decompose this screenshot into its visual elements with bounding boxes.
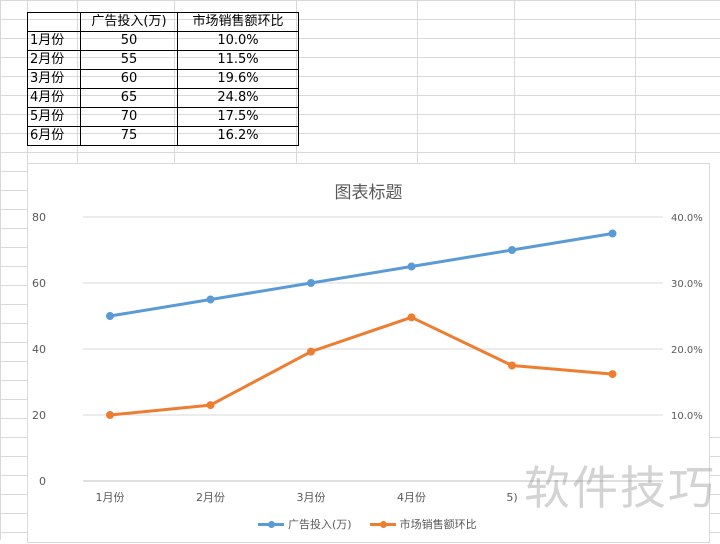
data-point bbox=[508, 246, 516, 254]
ad-spend-cell[interactable]: 60 bbox=[80, 69, 178, 89]
chart-title[interactable]: 图表标题 bbox=[334, 183, 403, 203]
watermark-text: 软件技巧 bbox=[524, 461, 716, 515]
data-point bbox=[106, 312, 114, 320]
chart-legend[interactable]: 广告投入(万) 市场销售额环比 bbox=[258, 516, 477, 532]
sales-ratio-cell[interactable]: 11.5% bbox=[177, 50, 299, 70]
data-point bbox=[407, 313, 416, 322]
header-cell[interactable]: 广告投入(万) bbox=[80, 12, 178, 32]
y-tick-label: 60 bbox=[32, 277, 46, 290]
legend-label: 市场销售额环比 bbox=[399, 518, 477, 531]
header-cell[interactable]: 市场销售额环比 bbox=[177, 12, 299, 32]
x-tick-label: 1月份 bbox=[96, 491, 125, 504]
table-row: 6月份 75 16.2% bbox=[27, 126, 299, 146]
data-point bbox=[307, 279, 315, 287]
ad-spend-cell[interactable]: 55 bbox=[80, 50, 178, 70]
table-row: 5月份 70 17.5% bbox=[27, 107, 299, 127]
ad-spend-cell[interactable]: 75 bbox=[80, 126, 178, 146]
data-point bbox=[508, 361, 516, 370]
sales-ratio-cell[interactable]: 19.6% bbox=[177, 69, 299, 89]
x-tick-label: 3月份 bbox=[297, 491, 326, 504]
y-tick-label: 80 bbox=[32, 211, 46, 224]
data-point bbox=[608, 229, 617, 238]
y-tick-label: 40 bbox=[32, 343, 46, 356]
month-cell[interactable]: 4月份 bbox=[27, 88, 81, 108]
x-tick-label: 4月份 bbox=[397, 491, 426, 504]
data-point bbox=[106, 411, 114, 419]
table-row: 2月份 55 11.5% bbox=[27, 50, 299, 70]
sales-ratio-cell[interactable]: 17.5% bbox=[177, 107, 299, 127]
data-point bbox=[307, 347, 315, 356]
data-point bbox=[206, 401, 215, 410]
legend-item-sales-ratio[interactable]: 市场销售额环比 bbox=[369, 516, 477, 532]
data-table: 广告投入(万) 市场销售额环比 1月份 50 10.0% 2月份 55 11.5… bbox=[27, 12, 299, 146]
y-tick-label: 20 bbox=[32, 409, 46, 422]
line-chart[interactable]: 图表标题 0 20 40 60 80 10.0% 20.0% 30.0% 40.0% 1月份 2月份… bbox=[27, 163, 710, 543]
legend-marker-blue bbox=[258, 518, 284, 530]
table-row: 4月份 65 24.8% bbox=[27, 88, 299, 108]
x-tick-label: 2月份 bbox=[196, 491, 225, 504]
data-point bbox=[206, 295, 215, 304]
table-row: 1月份 50 10.0% bbox=[27, 31, 299, 51]
y2-tick-label: 10.0% bbox=[671, 411, 703, 422]
right-edge-cell-area bbox=[710, 163, 720, 428]
sales-ratio-cell[interactable]: 16.2% bbox=[177, 126, 299, 146]
month-cell[interactable]: 6月份 bbox=[27, 126, 81, 146]
month-cell[interactable]: 1月份 bbox=[27, 31, 81, 51]
month-cell[interactable]: 3月份 bbox=[27, 69, 81, 89]
legend-label: 广告投入(万) bbox=[288, 518, 352, 531]
x-tick-label: 5) bbox=[506, 491, 517, 504]
ad-spend-cell[interactable]: 50 bbox=[80, 31, 178, 51]
month-cell[interactable]: 2月份 bbox=[27, 50, 81, 70]
y2-tick-label: 30.0% bbox=[671, 279, 703, 290]
ad-spend-cell[interactable]: 65 bbox=[80, 88, 178, 108]
y2-tick-label: 20.0% bbox=[671, 345, 703, 356]
header-cell[interactable] bbox=[27, 12, 81, 32]
ad-spend-cell[interactable]: 70 bbox=[80, 107, 178, 127]
series-line bbox=[109, 315, 613, 417]
y-tick-label: 0 bbox=[39, 475, 46, 488]
legend-item-ad-spend[interactable]: 广告投入(万) bbox=[258, 516, 352, 532]
sales-ratio-cell[interactable]: 24.8% bbox=[177, 88, 299, 108]
table-header-row: 广告投入(万) 市场销售额环比 bbox=[27, 12, 299, 32]
table-row: 3月份 60 19.6% bbox=[27, 69, 299, 89]
chart-plot: 0 20 40 60 80 10.0% 20.0% 30.0% 40.0% 1月份 2月份 3月份 4月… bbox=[32, 211, 703, 504]
data-point bbox=[608, 370, 617, 379]
legend-marker-orange bbox=[369, 518, 396, 530]
series-line bbox=[109, 232, 613, 318]
sales-ratio-cell[interactable]: 10.0% bbox=[177, 31, 299, 51]
y2-tick-label: 40.0% bbox=[671, 213, 703, 224]
data-point bbox=[407, 262, 416, 271]
month-cell[interactable]: 5月份 bbox=[27, 107, 81, 127]
